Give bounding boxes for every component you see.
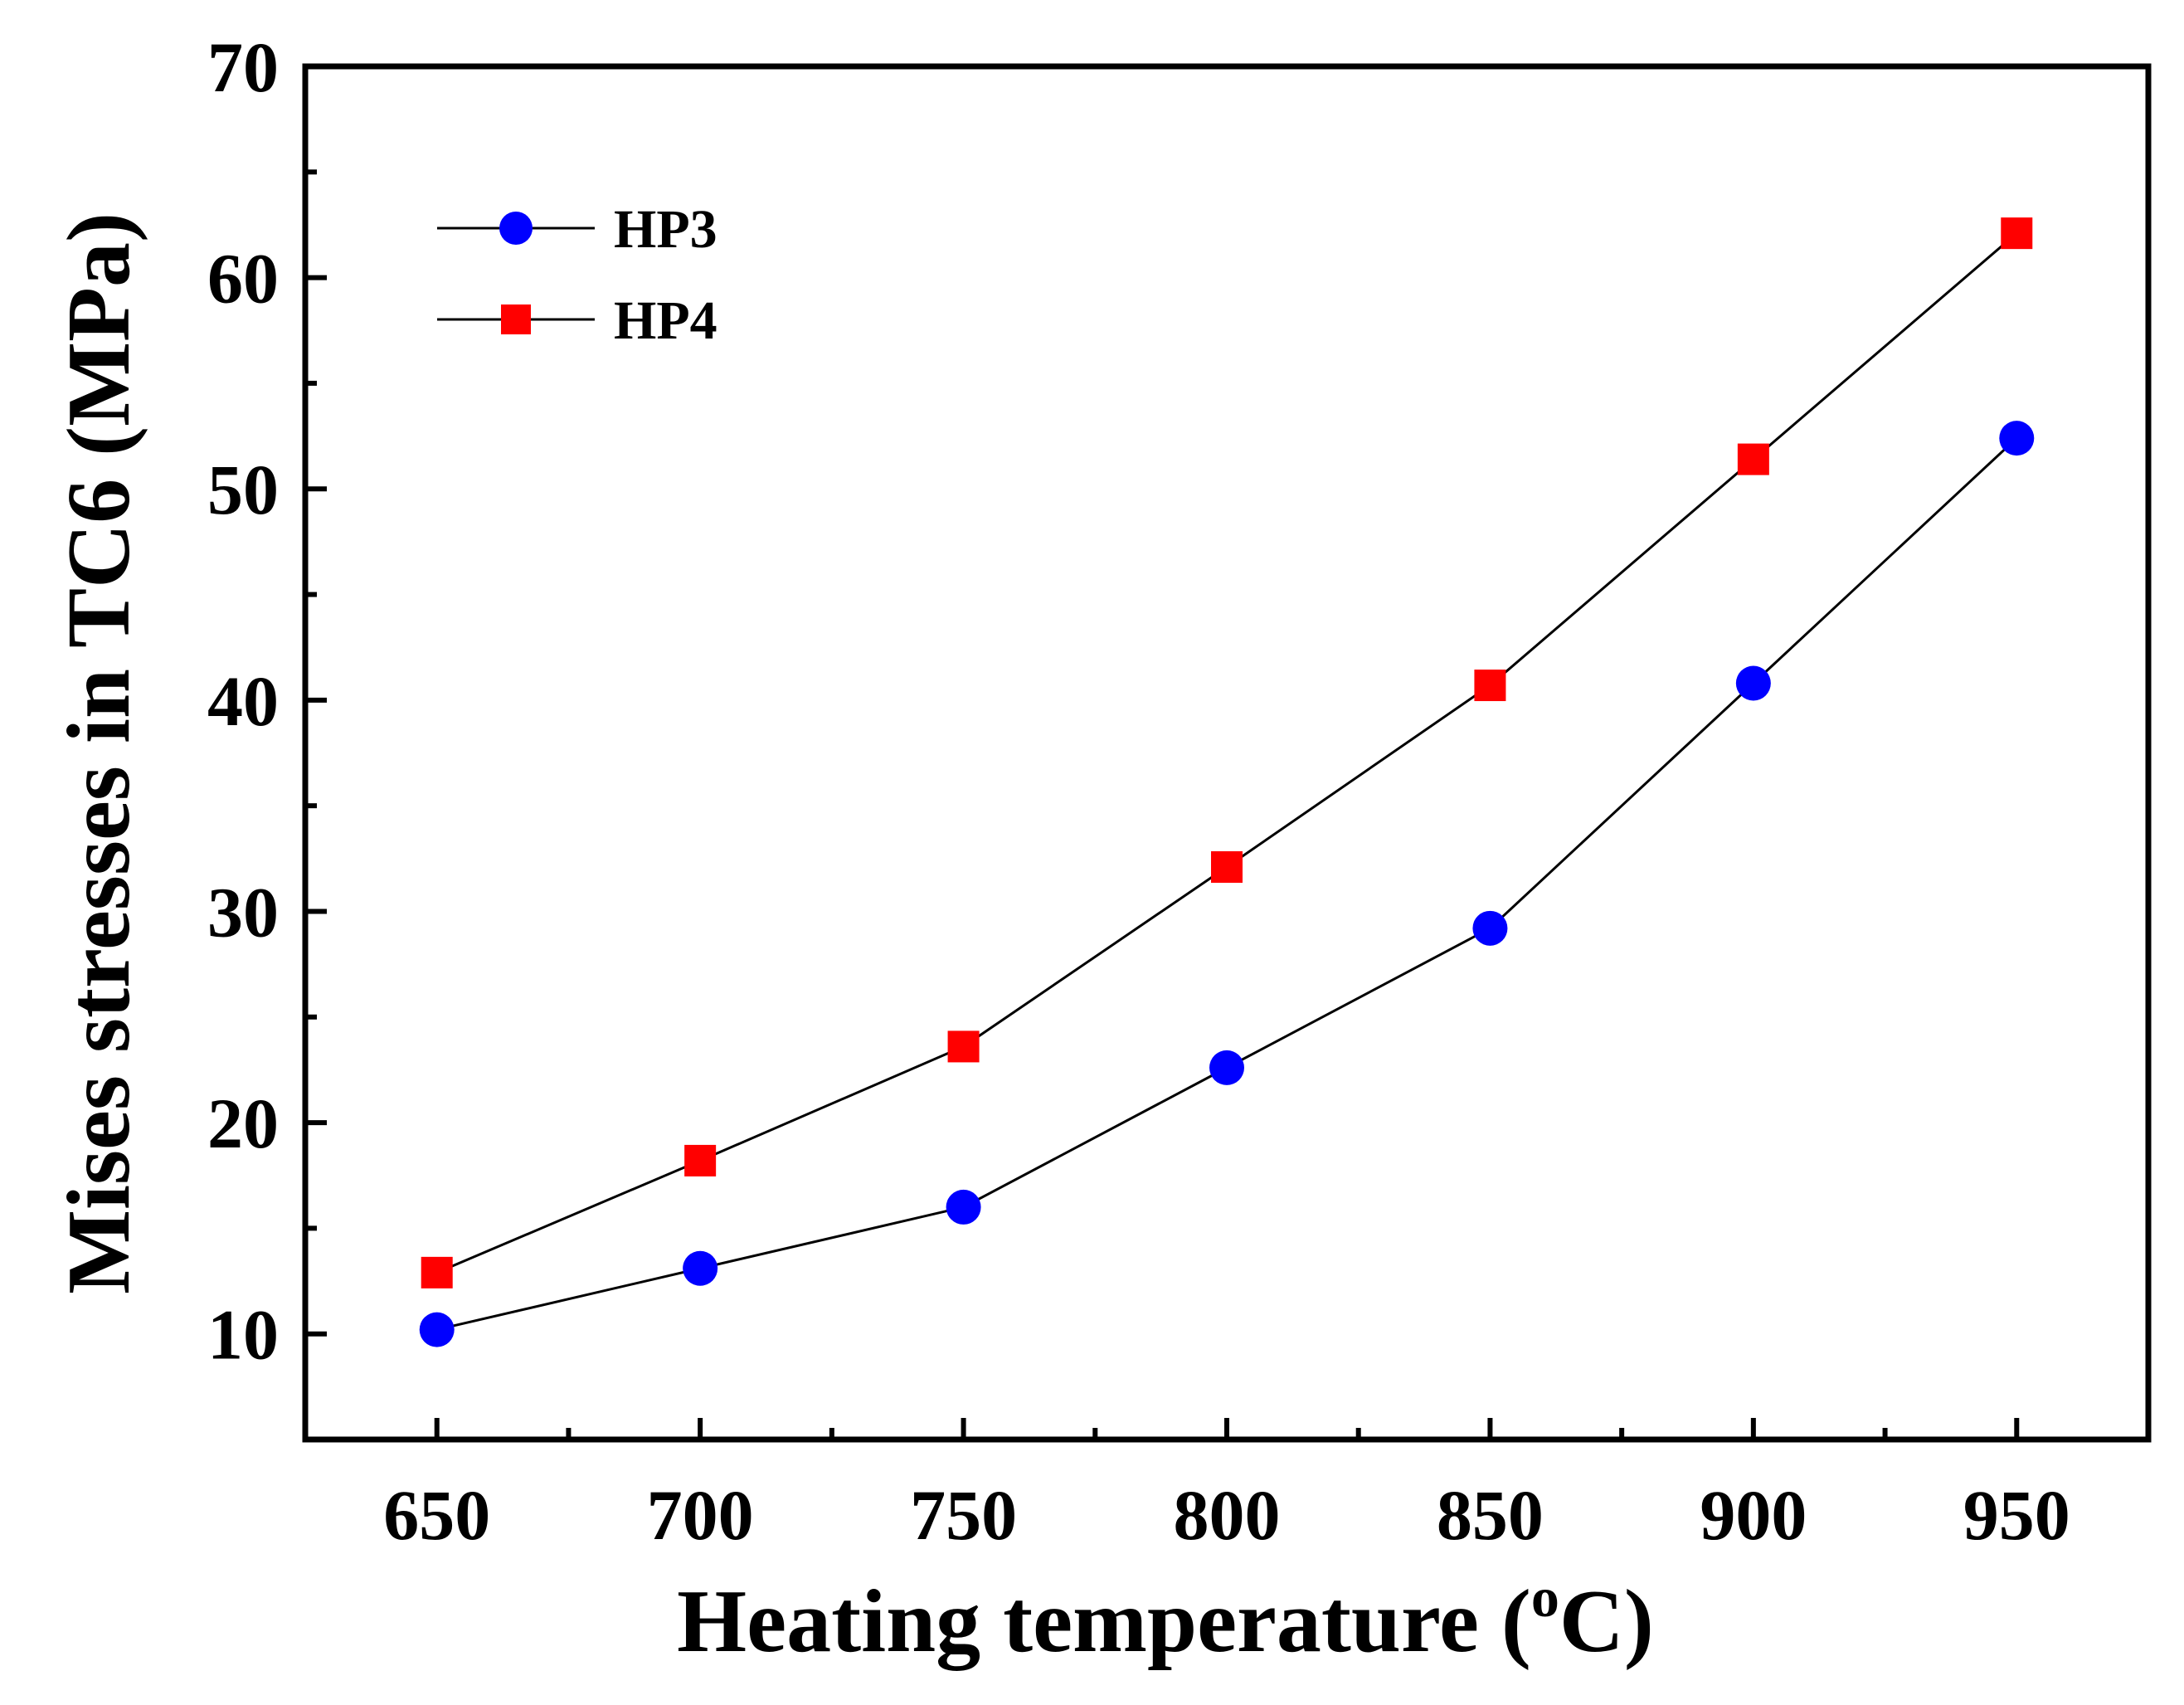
y-tick-label: 60 bbox=[207, 239, 279, 319]
series-line bbox=[436, 232, 2018, 1274]
legend-label: HP3 bbox=[614, 199, 717, 260]
x-tick-label: 800 bbox=[1174, 1475, 1281, 1555]
data-point bbox=[1209, 1050, 1244, 1085]
x-tick-label: 650 bbox=[383, 1475, 490, 1555]
x-axis-title-text: Heating temperature ( bbox=[677, 1572, 1531, 1671]
x-tick-label: 900 bbox=[1700, 1475, 1807, 1555]
data-point bbox=[2001, 217, 2033, 250]
x-tick-label: 950 bbox=[1963, 1475, 2070, 1555]
plot-frame bbox=[302, 63, 2152, 1443]
data-point bbox=[1999, 421, 2035, 456]
x-axis-title-unit: C) bbox=[1559, 1572, 1654, 1671]
data-point bbox=[419, 1312, 455, 1347]
data-point bbox=[1735, 665, 1771, 701]
series-line bbox=[436, 437, 2018, 1332]
data-point bbox=[421, 1256, 453, 1288]
data-point bbox=[1472, 910, 1508, 946]
tick-labels: 650 700 750 800 850 900 950 10 20 30 40 50 60 70 bbox=[207, 27, 2070, 1555]
legend-label: HP4 bbox=[614, 290, 717, 351]
series-layer bbox=[419, 217, 2035, 1347]
data-point bbox=[684, 1144, 717, 1176]
x-tick-label: 750 bbox=[910, 1475, 1017, 1555]
data-point bbox=[1211, 850, 1243, 883]
series-hp4 bbox=[421, 217, 2033, 1288]
y-axis-title: Mises stresses in TC6 (MPa) bbox=[50, 212, 148, 1294]
data-point bbox=[683, 1250, 718, 1286]
series-hp3 bbox=[419, 421, 2035, 1347]
y-tick-label: 40 bbox=[207, 661, 279, 741]
legend-item: HP3 bbox=[437, 199, 717, 260]
x-axis-title-superscript: o bbox=[1531, 1566, 1559, 1629]
data-point bbox=[947, 1030, 980, 1063]
data-point bbox=[946, 1189, 981, 1225]
y-tick-label: 30 bbox=[207, 872, 279, 952]
y-tick-label: 10 bbox=[207, 1295, 279, 1375]
legend-item: HP4 bbox=[437, 290, 717, 351]
y-tick-label: 50 bbox=[207, 450, 279, 529]
axis-ticks bbox=[305, 64, 2020, 1440]
x-tick-label: 700 bbox=[647, 1475, 754, 1555]
legend-marker bbox=[499, 212, 533, 245]
y-tick-label: 20 bbox=[207, 1084, 279, 1163]
data-point bbox=[1474, 670, 1506, 702]
x-axis-title: Heating temperature (oC) bbox=[677, 1566, 1654, 1671]
y-tick-label: 70 bbox=[207, 27, 279, 107]
data-point bbox=[1737, 443, 1769, 475]
legend-marker bbox=[501, 304, 531, 334]
x-tick-label: 850 bbox=[1437, 1475, 1544, 1555]
